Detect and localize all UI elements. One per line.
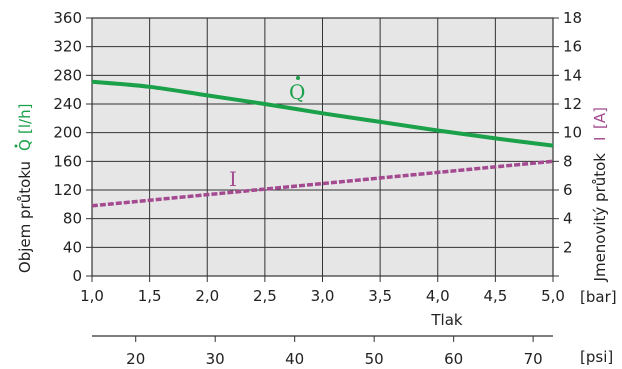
- right-tick-label: 12: [563, 95, 582, 113]
- left-tick-label: 360: [53, 9, 82, 27]
- right-axis-label: Jmenovitý průtok: [591, 153, 609, 283]
- psi-tick-label: 40: [285, 350, 304, 368]
- x-tick-label: 2,0: [195, 287, 219, 305]
- x-tick-label: 3,0: [311, 287, 335, 305]
- psi-tick-label: 30: [206, 350, 225, 368]
- right-tick-label: 16: [563, 38, 582, 56]
- left-axis-label: Objem průtoku: [16, 161, 34, 273]
- left-tick-label: 40: [63, 238, 82, 256]
- x-axis-ticks: 1,0 1,5 2,0 2,5 3,0 3,5 4,0 4,5 5,0: [80, 276, 565, 305]
- left-tick-label: 280: [53, 66, 82, 84]
- left-axis-series-symbol: Q: [16, 139, 34, 151]
- left-tick-label: 320: [53, 38, 82, 56]
- psi-tick-label: 20: [126, 350, 145, 368]
- left-tick-label: 0: [72, 267, 82, 285]
- left-tick-label: 120: [53, 181, 82, 199]
- series-line-i: [91, 159, 554, 208]
- right-axis-unit: [A]: [591, 107, 609, 129]
- x-tick-label: 4,0: [426, 287, 450, 305]
- left-tick-label: 160: [53, 152, 82, 170]
- psi-tick-label: 60: [444, 350, 463, 368]
- right-tick-label: 14: [563, 66, 582, 84]
- x-tick-label: 4,5: [483, 287, 507, 305]
- right-tick-label: 2: [563, 238, 573, 256]
- x-tick-label: 3,5: [368, 287, 392, 305]
- psi-tick-label: 50: [365, 350, 384, 368]
- right-tick-label: 4: [563, 210, 573, 228]
- right-tick-label: 18: [563, 9, 582, 27]
- svg-text:Objem průtoku: Objem průtoku: [16, 161, 34, 273]
- x-axis-title: Tlak: [430, 311, 463, 329]
- svg-text:[l/h]: [l/h]: [16, 104, 34, 134]
- q-dot-left: [14, 144, 18, 148]
- x-tick-label: 2,5: [253, 287, 277, 305]
- i-series-label: I: [229, 167, 237, 191]
- x-tick-label: 5,0: [541, 287, 565, 305]
- left-axis-unit: [l/h]: [16, 104, 34, 134]
- left-axis-title: Objem průtoku Q [l/h]: [14, 104, 34, 273]
- left-tick-label: 240: [53, 95, 82, 113]
- right-axis-series-symbol: I: [591, 137, 609, 141]
- q-series-label-dot: [296, 76, 300, 80]
- x-axis-unit: [bar]: [580, 288, 617, 306]
- psi-axis-unit: [psi]: [580, 348, 613, 366]
- left-axis-ticks: 0 40 80 120 160 200 240 280 320 360: [53, 9, 92, 285]
- svg-text:Q: Q: [16, 139, 34, 151]
- svg-text:I: I: [591, 137, 609, 141]
- psi-tick-label: 70: [524, 350, 543, 368]
- right-tick-label: 10: [563, 124, 582, 142]
- series-line-q: [91, 79, 554, 148]
- svg-text:[A]: [A]: [591, 107, 609, 129]
- right-tick-label: 8: [563, 152, 573, 170]
- right-tick-label: 6: [563, 181, 573, 199]
- x-tick-label: 1,0: [80, 287, 104, 305]
- svg-text:Jmenovitý průtok: Jmenovitý průtok: [591, 153, 609, 283]
- left-tick-label: 200: [53, 124, 82, 142]
- q-series-label: Q: [289, 80, 305, 104]
- right-axis-title: Jmenovitý průtok I [A]: [591, 107, 609, 282]
- right-axis-ticks: 2 4 6 8 10 12 14 16 18: [553, 9, 582, 277]
- series-layer: [91, 79, 554, 208]
- x-tick-label: 1,5: [138, 287, 162, 305]
- left-tick-label: 80: [63, 210, 82, 228]
- psi-axis: 20 30 40 50 60 70: [92, 335, 553, 368]
